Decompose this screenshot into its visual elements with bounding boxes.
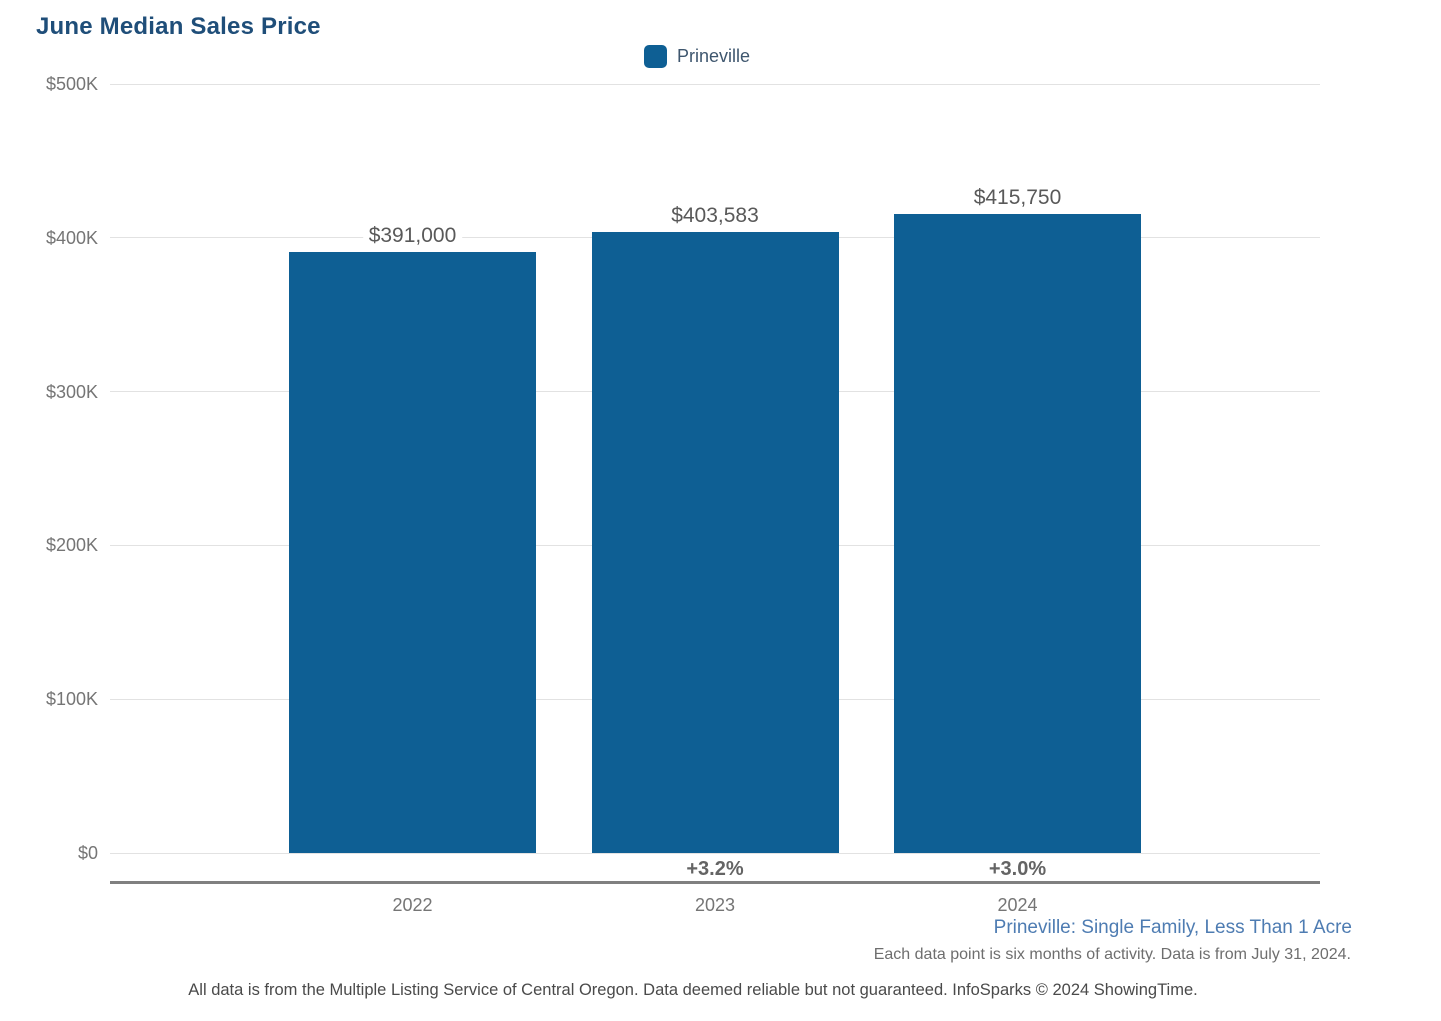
bar-value-label: $391,000 xyxy=(362,223,463,248)
gridline-$500K xyxy=(110,83,1320,85)
legend-swatch-icon xyxy=(643,45,667,68)
legend-item-prineville[interactable]: Prineville xyxy=(643,45,751,68)
y-axis-tick-label: $100K xyxy=(45,689,98,710)
y-axis-tick-label: $200K xyxy=(45,535,98,556)
series-filter-caption: Prineville: Single Family, Less Than 1 A… xyxy=(993,917,1352,938)
x-axis-line xyxy=(110,881,1320,884)
legend-item-label: Prineville xyxy=(676,46,751,66)
data-period-note: Each data point is six months of activit… xyxy=(873,946,1351,963)
y-axis-tick-label: $500K xyxy=(45,74,98,94)
bar-value-label: $415,750 xyxy=(967,185,1068,210)
x-axis-tick-label: 2023 xyxy=(694,895,736,915)
pct-change-label: +3.0% xyxy=(988,858,1047,880)
x-axis-tick-label: 2024 xyxy=(997,895,1038,915)
chart-area: $0 $100K $200K $300K $400K $500K $391,000 2022 $… xyxy=(46,74,1320,915)
gridline-$0 xyxy=(110,852,1320,854)
bar-value-label: $403,583 xyxy=(665,204,765,229)
bar-2023[interactable] xyxy=(591,232,839,853)
mls-disclaimer: All data is from the Multiple Listing Se… xyxy=(188,981,1198,999)
bar-2022[interactable] xyxy=(289,251,536,853)
x-axis-tick-label: 2022 xyxy=(392,895,433,915)
page-title: June Median Sales Price xyxy=(36,13,321,40)
y-axis-tick-label: $0 xyxy=(77,843,98,863)
bar-2024[interactable] xyxy=(894,213,1141,853)
legend: Prineville xyxy=(0,45,1394,68)
pct-change-label: +3.2% xyxy=(686,858,744,880)
y-axis-tick-label: $400K xyxy=(45,227,98,248)
y-axis-tick-label: $300K xyxy=(45,381,98,402)
